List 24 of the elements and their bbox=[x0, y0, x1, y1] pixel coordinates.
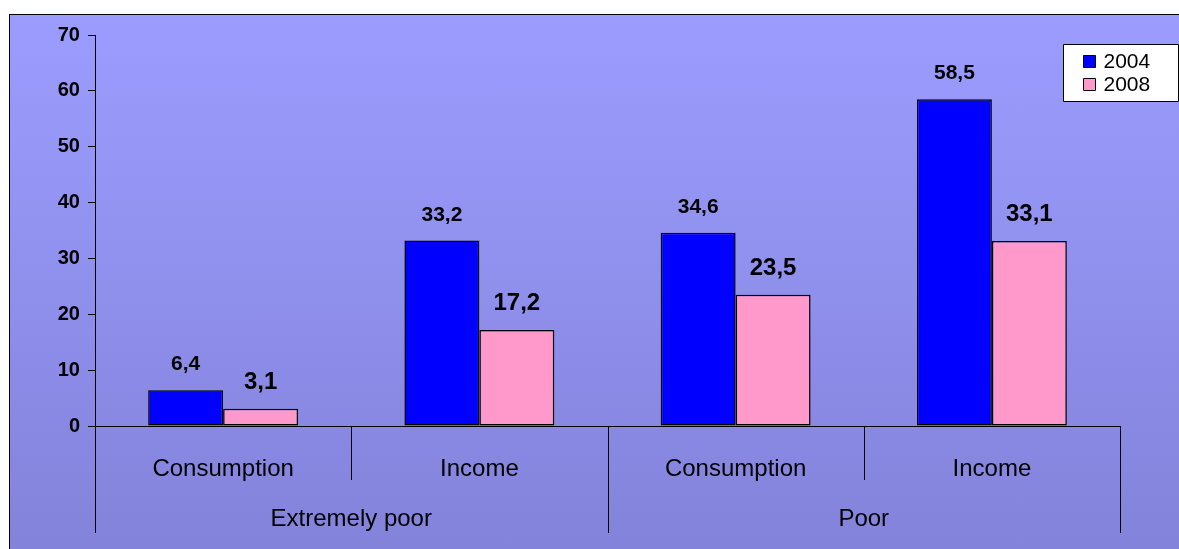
y-tick-label: 0 bbox=[68, 413, 80, 436]
x-tick-label: Income bbox=[440, 454, 519, 482]
text: Extremely poor bbox=[270, 503, 432, 531]
y-tick-label: 40 bbox=[57, 190, 80, 213]
y-tick-label: 10 bbox=[57, 357, 80, 380]
y-tick-label: 30 bbox=[57, 245, 80, 268]
data-label: 17,2 bbox=[493, 287, 541, 315]
x-tick-label: Consumption bbox=[152, 454, 294, 482]
x-tick-label: Consumption bbox=[664, 454, 807, 482]
y-tick-label: 20 bbox=[57, 301, 80, 324]
legend-label: 2008 bbox=[1103, 72, 1151, 96]
x-tick-label: Income bbox=[952, 454, 1032, 482]
data-label: 3,1 bbox=[243, 366, 278, 394]
y-tick-label: 50 bbox=[57, 134, 80, 157]
data-label: 23,5 bbox=[749, 252, 797, 280]
text: Poor bbox=[838, 503, 890, 531]
data-label: 34,6 bbox=[677, 193, 719, 217]
data-label: 58,5 bbox=[933, 60, 976, 84]
y-tick-label: 60 bbox=[57, 78, 80, 101]
data-label: 6,4 bbox=[171, 351, 201, 375]
legend-label: 2004 bbox=[1103, 49, 1151, 73]
data-label: 33,1 bbox=[1005, 199, 1053, 227]
data-label: 33,2 bbox=[421, 201, 463, 225]
y-tick-label: 70 bbox=[57, 22, 80, 45]
